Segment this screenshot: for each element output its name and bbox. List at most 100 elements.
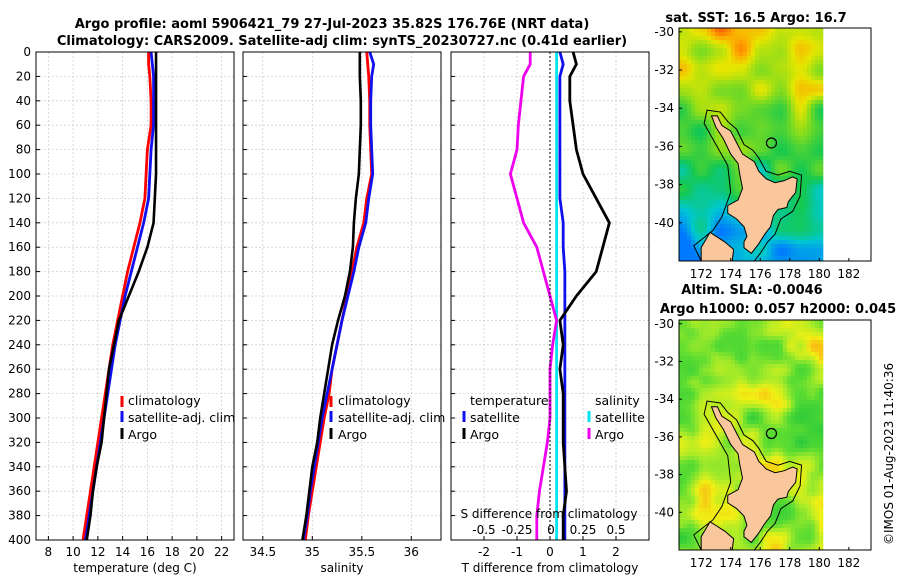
map-cell [723, 184, 728, 189]
map-cell [811, 336, 816, 341]
map-cell [683, 340, 688, 345]
map-cell [687, 352, 692, 357]
map-cell [719, 92, 724, 97]
map-cell [755, 36, 760, 41]
map-cell [767, 248, 772, 253]
map-cell [787, 352, 792, 357]
map-cell [699, 376, 704, 381]
map-cell [751, 252, 756, 257]
map-cell [735, 320, 740, 325]
map-cell [711, 440, 716, 445]
map-cell [747, 540, 752, 545]
map-cell [755, 32, 760, 37]
map-cell [719, 336, 724, 341]
map-cell [727, 352, 732, 357]
map-cell [703, 380, 708, 385]
map-cell [735, 364, 740, 369]
map-cell [767, 168, 772, 173]
map-cell [707, 156, 712, 161]
map-cell [723, 208, 728, 213]
map-cell [787, 528, 792, 533]
map-cell [783, 428, 788, 433]
map-cell [783, 508, 788, 513]
map-cell [731, 484, 736, 489]
map-cell [715, 220, 720, 225]
map-cell [731, 344, 736, 349]
map-cell [783, 60, 788, 65]
map-cell [691, 156, 696, 161]
map-cell [799, 152, 804, 157]
map-cell [783, 512, 788, 517]
map-cell [711, 200, 716, 205]
map-cell [715, 184, 720, 189]
map-cell [775, 152, 780, 157]
legend-climatology-label: climatology [128, 393, 201, 408]
map-cell [799, 212, 804, 217]
map-cell [779, 392, 784, 397]
map-cell [731, 180, 736, 185]
map-cell [711, 452, 716, 457]
map-cell [679, 188, 684, 193]
map-cell [711, 96, 716, 101]
map-cell [731, 392, 736, 397]
map-cell [783, 76, 788, 81]
map-cell [771, 396, 776, 401]
map-cell [691, 144, 696, 149]
map-cell [803, 244, 808, 249]
map-cell [687, 148, 692, 153]
map-cell [787, 448, 792, 453]
map-cell [759, 388, 764, 393]
map-cell [727, 528, 732, 533]
map-cell [771, 172, 776, 177]
map-cell [723, 456, 728, 461]
map-cell [739, 412, 744, 417]
map-cell [703, 204, 708, 209]
map-cell [747, 412, 752, 417]
map-cell [699, 424, 704, 429]
map-cell [687, 64, 692, 69]
map-cell [799, 252, 804, 257]
map-cell [767, 456, 772, 461]
map-cell [719, 380, 724, 385]
map-cell [703, 112, 708, 117]
map-cell [787, 392, 792, 397]
map-cell [771, 108, 776, 113]
map-cell [815, 536, 820, 541]
map-cell [763, 360, 768, 365]
map-cell [735, 508, 740, 513]
map-cell [755, 448, 760, 453]
map-cell [739, 52, 744, 57]
map-cell [763, 424, 768, 429]
map-cell [695, 256, 700, 261]
map-cell [743, 372, 748, 377]
map-cell [767, 40, 772, 45]
map-cell [731, 408, 736, 413]
map-cell [731, 368, 736, 373]
map-cell [775, 408, 780, 413]
map-cell [807, 348, 812, 353]
map-cell [815, 388, 820, 393]
x-tick-label: 35 [305, 545, 320, 559]
difference-panel: -2 -1 0 1 2-0.5 -0.25 0 0.25 0.5T difference fro… [450, 51, 650, 575]
map-cell [691, 240, 696, 245]
map-cell [767, 548, 772, 550]
map-cell [755, 76, 760, 81]
map-cell [819, 432, 824, 437]
map-cell [735, 232, 740, 237]
map-cell [799, 132, 804, 137]
map-cell [723, 480, 728, 485]
map-cell [723, 520, 728, 525]
map-cell [731, 480, 736, 485]
map-cell [811, 492, 816, 497]
map-cell [751, 256, 756, 261]
map-cell [767, 152, 772, 157]
map-cell [755, 400, 760, 405]
map-cell [783, 160, 788, 165]
map-cell [759, 356, 764, 361]
map-cell [687, 116, 692, 121]
map-cell [727, 104, 732, 109]
map-cell [727, 100, 732, 105]
map-cell [679, 452, 684, 457]
map-cell [691, 84, 696, 89]
map-cell [703, 420, 708, 425]
